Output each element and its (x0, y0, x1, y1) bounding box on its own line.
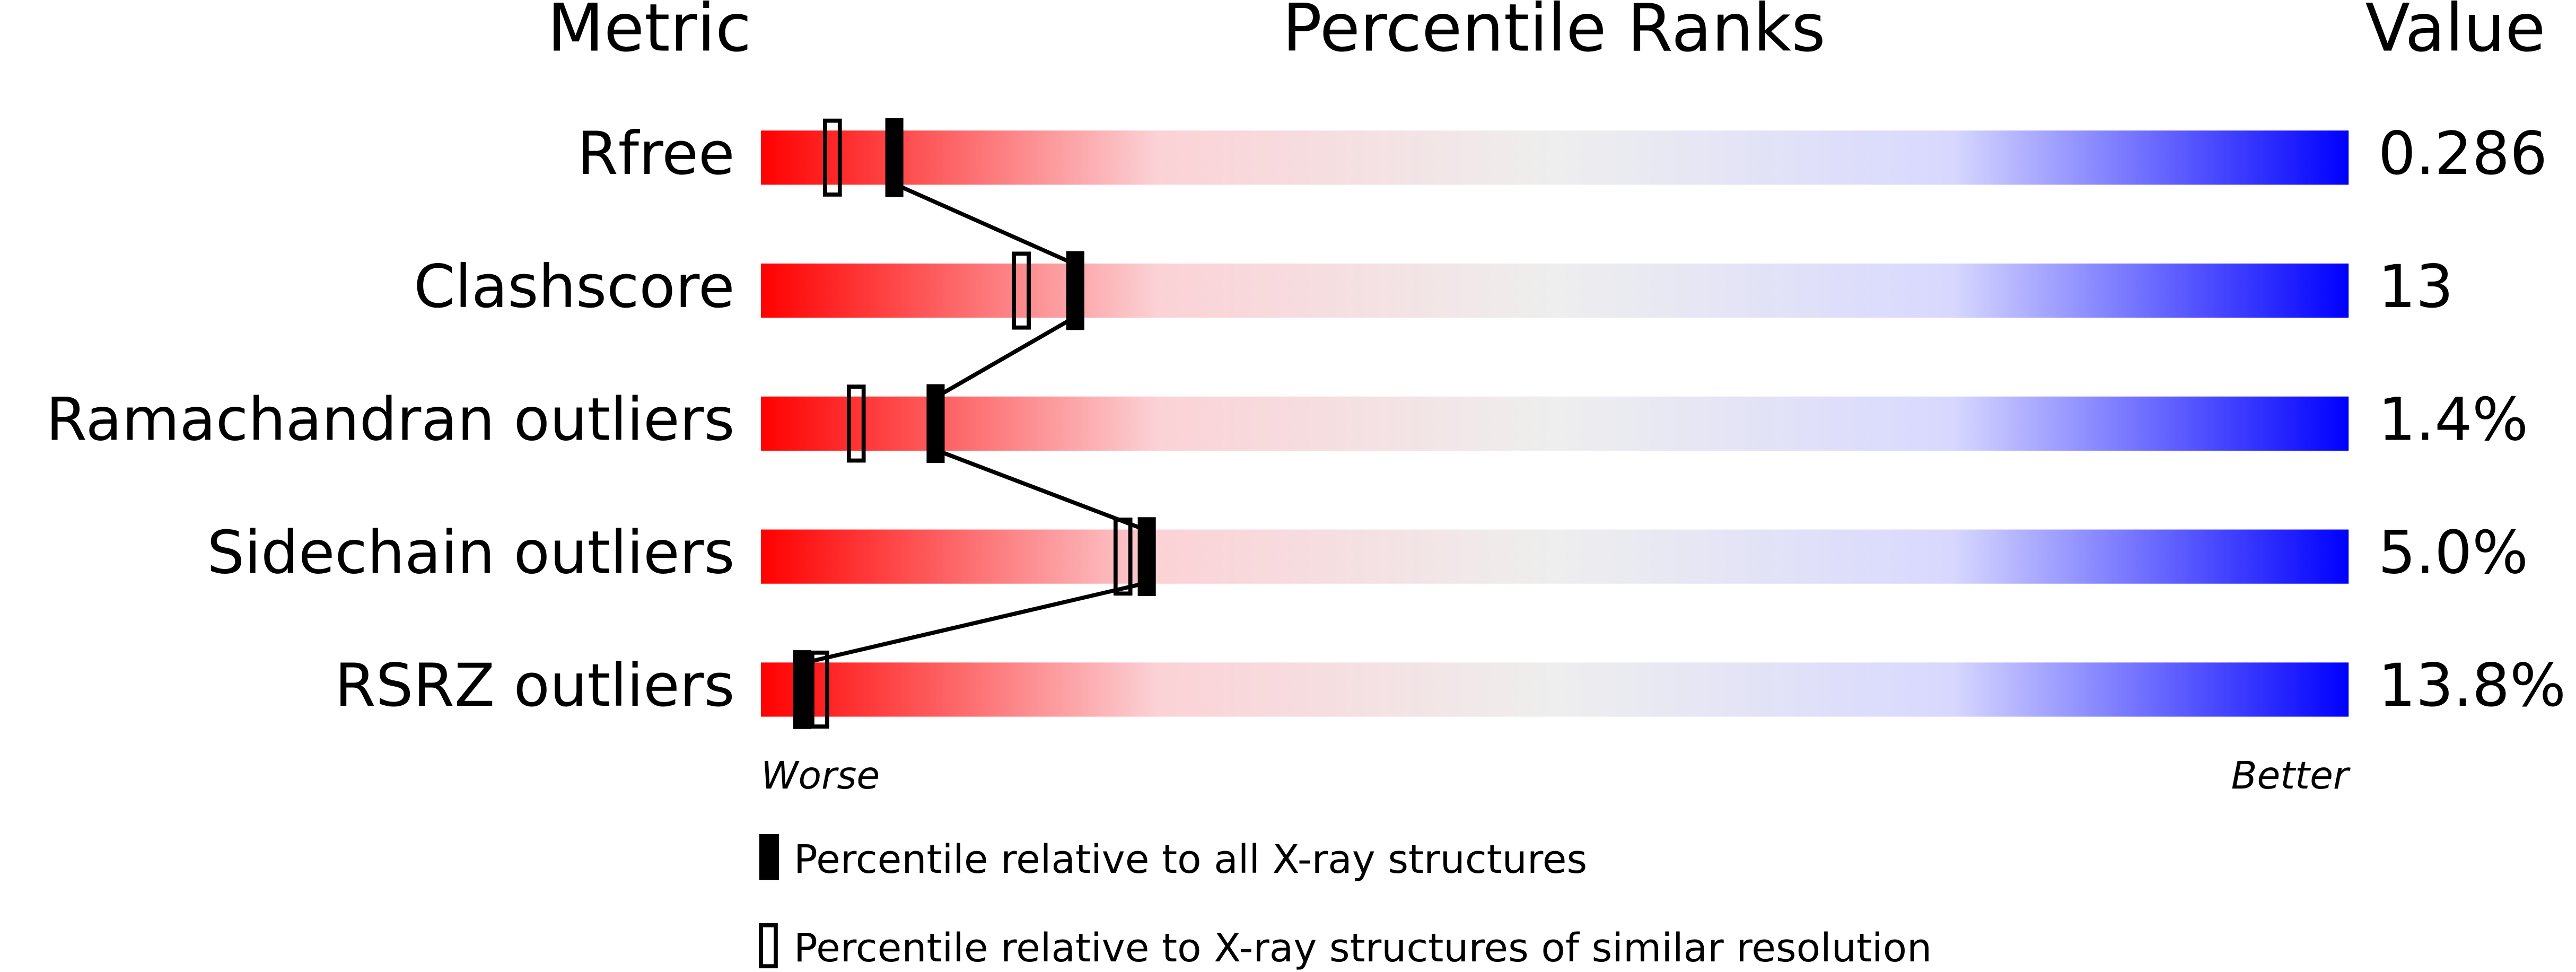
marker-open (810, 650, 829, 729)
chart-title: Percentile Ranks (1282, 0, 1825, 67)
metric-value: 1.4% (2378, 386, 2528, 454)
metric-value: 13.8% (2378, 652, 2566, 720)
marker-open (1113, 518, 1133, 596)
metric-label: Clashscore (414, 253, 734, 321)
marker-open (823, 118, 842, 197)
marker-filled (926, 384, 945, 463)
legend-swatch (759, 834, 779, 880)
legend-label: Percentile relative to all X-ray structu… (794, 836, 1587, 882)
metric-value: 5.0% (2378, 519, 2528, 587)
marker-open (1012, 251, 1031, 330)
connector (893, 182, 1076, 267)
metric-label: Ramachandran outliers (46, 386, 735, 454)
better-label: Better (2231, 754, 2351, 798)
metric-label: Rfree (577, 120, 734, 188)
value-header: Value (2365, 0, 2545, 67)
metric-value: 0.286 (2378, 120, 2547, 188)
legend-swatch (759, 923, 778, 969)
percentile-bar (761, 130, 2349, 185)
marker-filled (793, 650, 811, 729)
metric-label: RSRZ outliers (335, 652, 734, 720)
connector (935, 448, 1148, 532)
legend-label: Percentile relative to X-ray structures … (794, 925, 1932, 971)
worse-label: Worse (761, 754, 880, 798)
connector (934, 315, 1076, 399)
percentile-bar (761, 662, 2349, 717)
marker-open (846, 384, 866, 463)
marker-filled (1137, 517, 1156, 596)
percentile-bar (761, 263, 2349, 318)
metric-label: Sidechain outliers (207, 519, 734, 587)
metric-header: Metric (547, 0, 751, 67)
marker-filled (885, 118, 904, 197)
connector (802, 581, 1147, 665)
metric-value: 13 (2378, 253, 2454, 321)
percentile-bar (761, 396, 2349, 451)
marker-filled (1066, 251, 1084, 330)
percentile-bar (761, 529, 2349, 584)
